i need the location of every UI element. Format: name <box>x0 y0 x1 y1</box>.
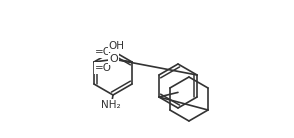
Text: OH: OH <box>108 41 124 51</box>
Text: S: S <box>110 54 118 67</box>
Text: =O: =O <box>95 47 111 57</box>
Text: =O: =O <box>95 63 111 73</box>
Text: NH₂: NH₂ <box>101 100 121 110</box>
Text: O: O <box>110 54 118 64</box>
